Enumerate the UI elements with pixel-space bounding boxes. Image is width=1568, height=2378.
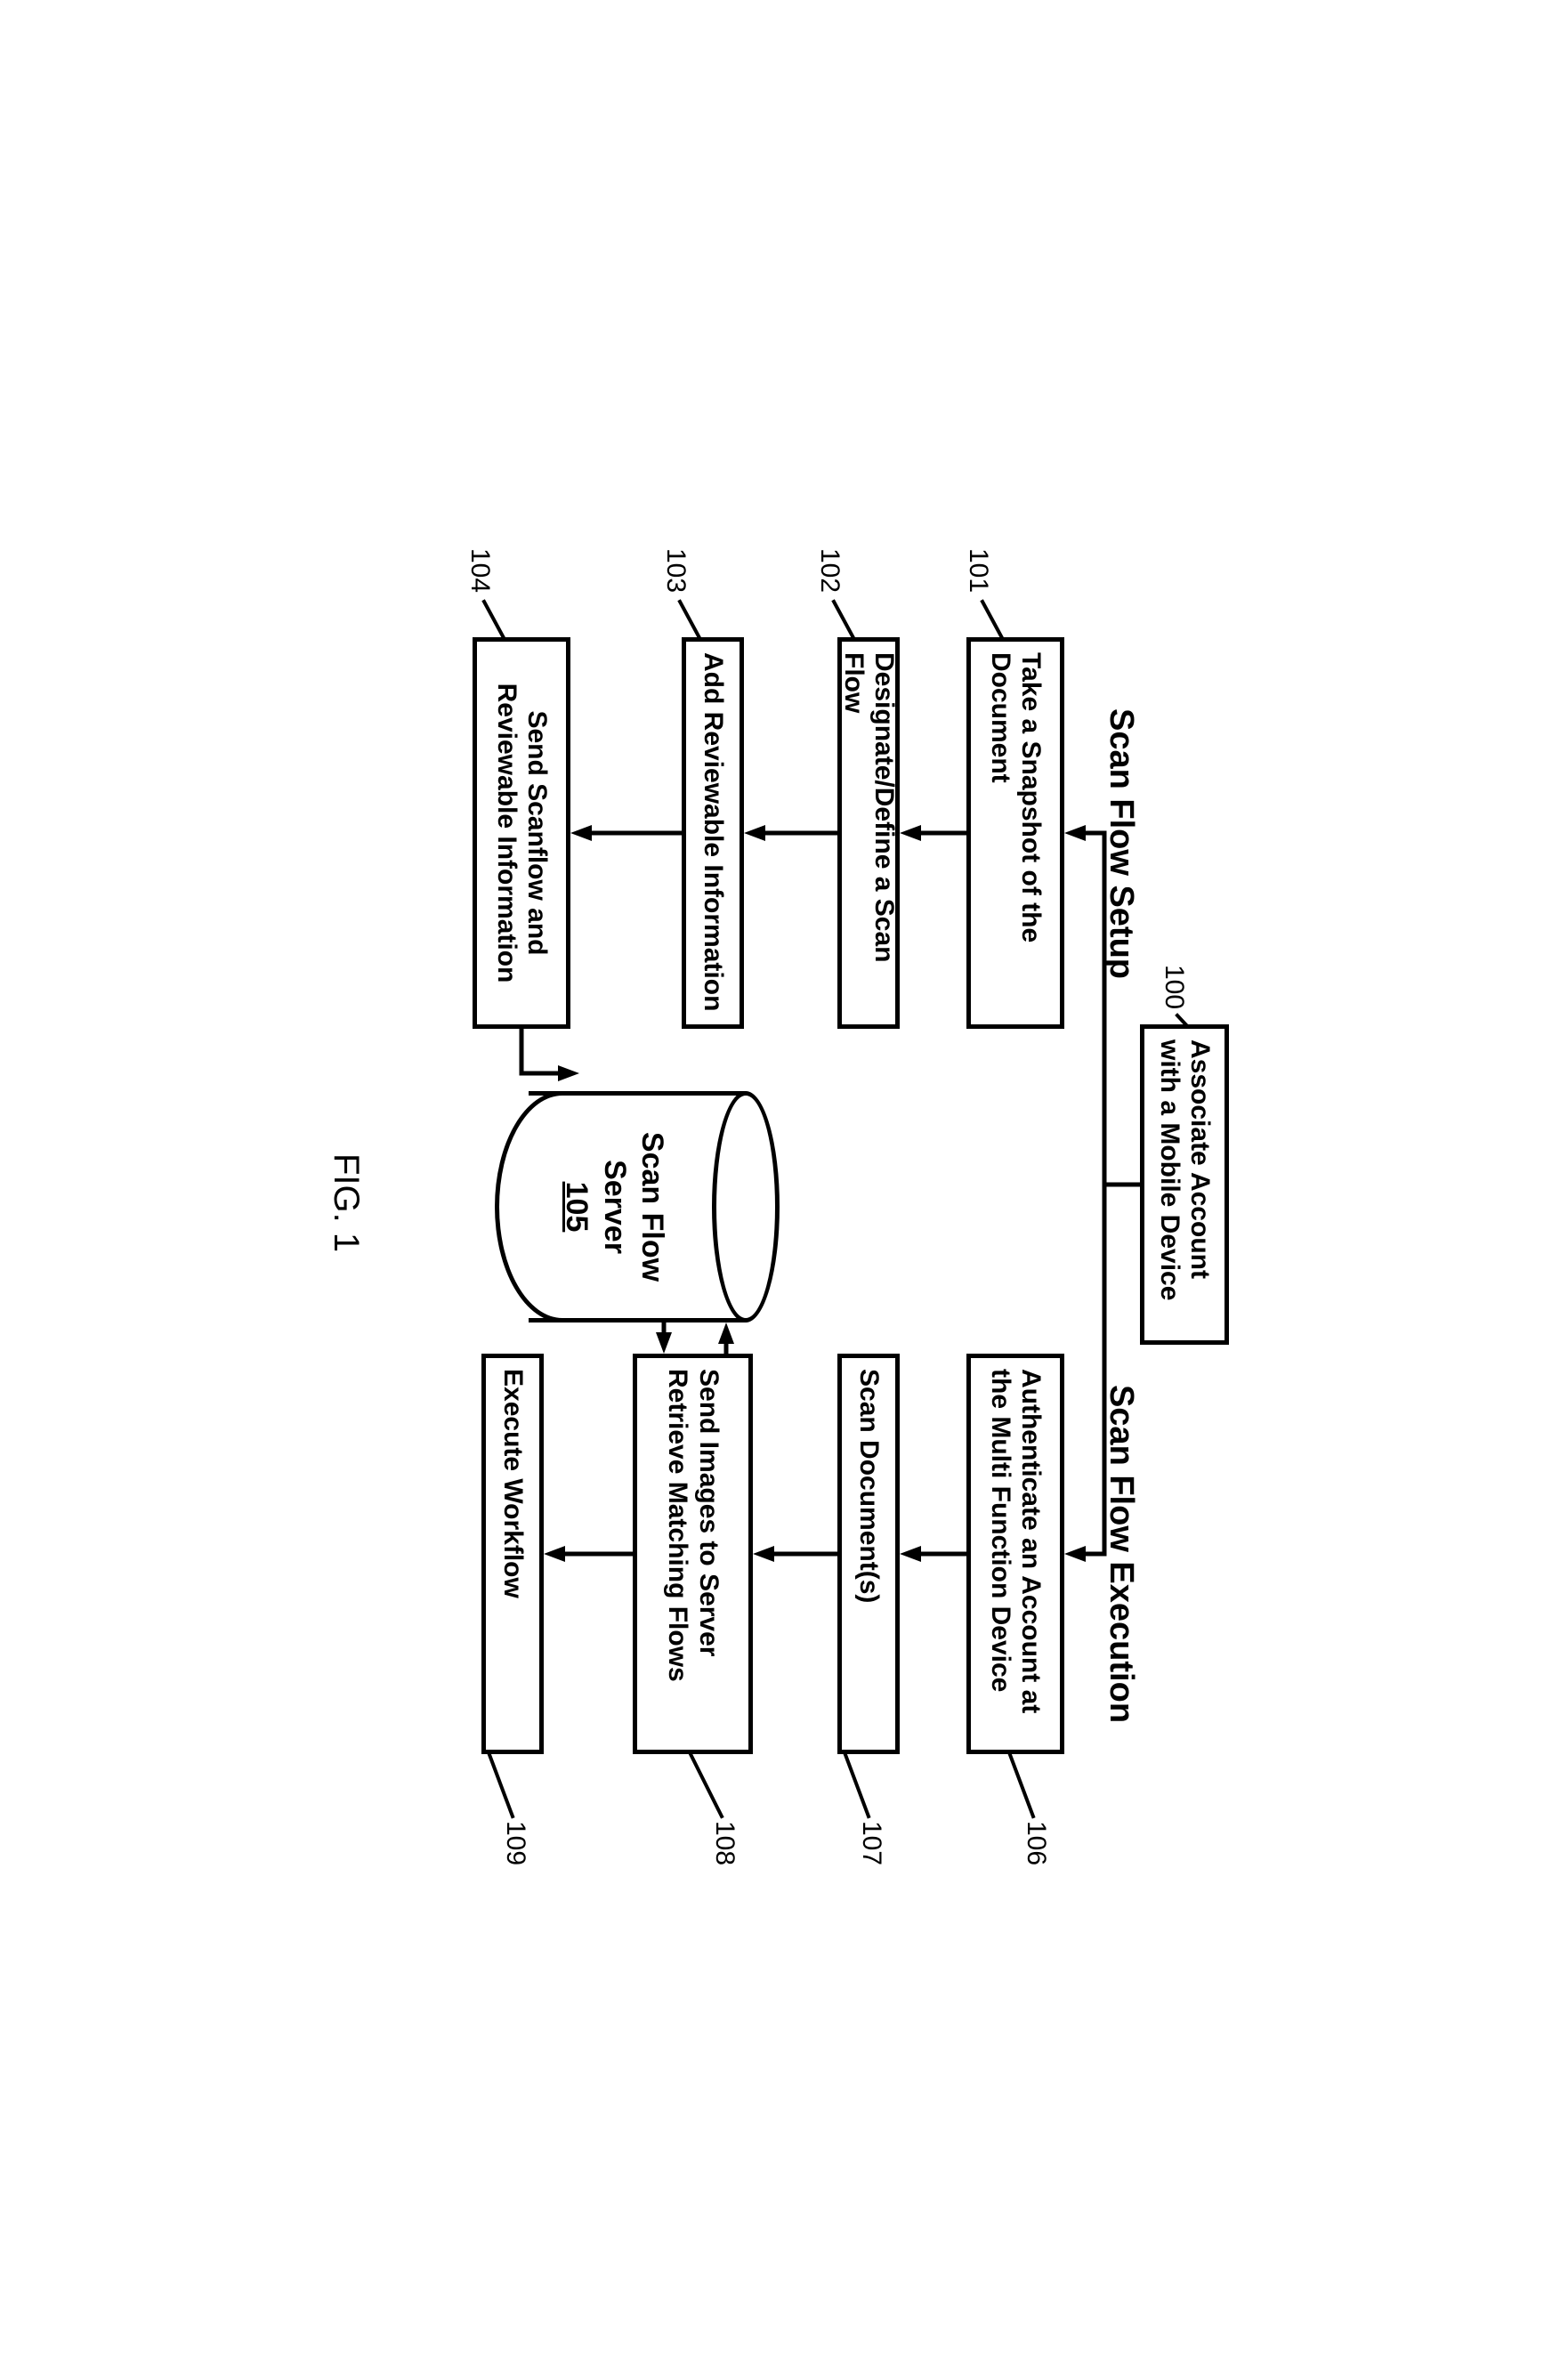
ref-103: 103	[660, 548, 691, 593]
ref-102: 102	[814, 548, 845, 593]
node-send-scanflow: Send Scanflow and Reviewable Information	[473, 637, 570, 1029]
cylinder-top-cap	[712, 1091, 780, 1322]
node-authenticate-account: Authenticate an Account at the Multi Fun…	[966, 1354, 1064, 1754]
heading-scan-flow-execution: Scan Flow Execution	[1102, 1358, 1140, 1750]
cylinder-label-line1: Scan Flow	[635, 1132, 669, 1282]
node-designate-scanflow: Designate/Define a Scan Flow	[837, 637, 900, 1029]
ref-109: 109	[500, 1821, 530, 1865]
heading-scan-flow-setup: Scan Flow Setup	[1102, 675, 1140, 1013]
node-scan-documents: Scan Document(s)	[837, 1354, 900, 1754]
cylinder-bottom-arc	[495, 1091, 562, 1322]
cylinder-label: Scan Flow Server 105	[558, 1091, 672, 1322]
node-scan-flow-server: Scan Flow Server 105	[495, 1091, 780, 1322]
node-add-reviewable-info: Add Reviewable Information	[682, 637, 744, 1029]
ref-107: 107	[856, 1821, 886, 1865]
ref-100: 100	[1159, 965, 1189, 1009]
ref-101: 101	[963, 548, 993, 593]
ref-106: 106	[1021, 1821, 1051, 1865]
node-associate-account: Associate Account with a Mobile Device	[1140, 1024, 1229, 1345]
node-send-images-retrieve-flows: Send Images to Server Retrieve Matching …	[633, 1354, 753, 1754]
node-take-snapshot: Take a Snapshot of the Document	[966, 637, 1064, 1029]
node-execute-workflow: Execute Workflow	[481, 1354, 544, 1754]
figure-caption: FIG. 1	[326, 1153, 366, 1331]
cylinder-label-line2: Server	[598, 1160, 632, 1254]
cylinder-label-ref: 105	[560, 1182, 594, 1233]
ref-104: 104	[465, 548, 495, 593]
ref-108: 108	[709, 1821, 740, 1865]
